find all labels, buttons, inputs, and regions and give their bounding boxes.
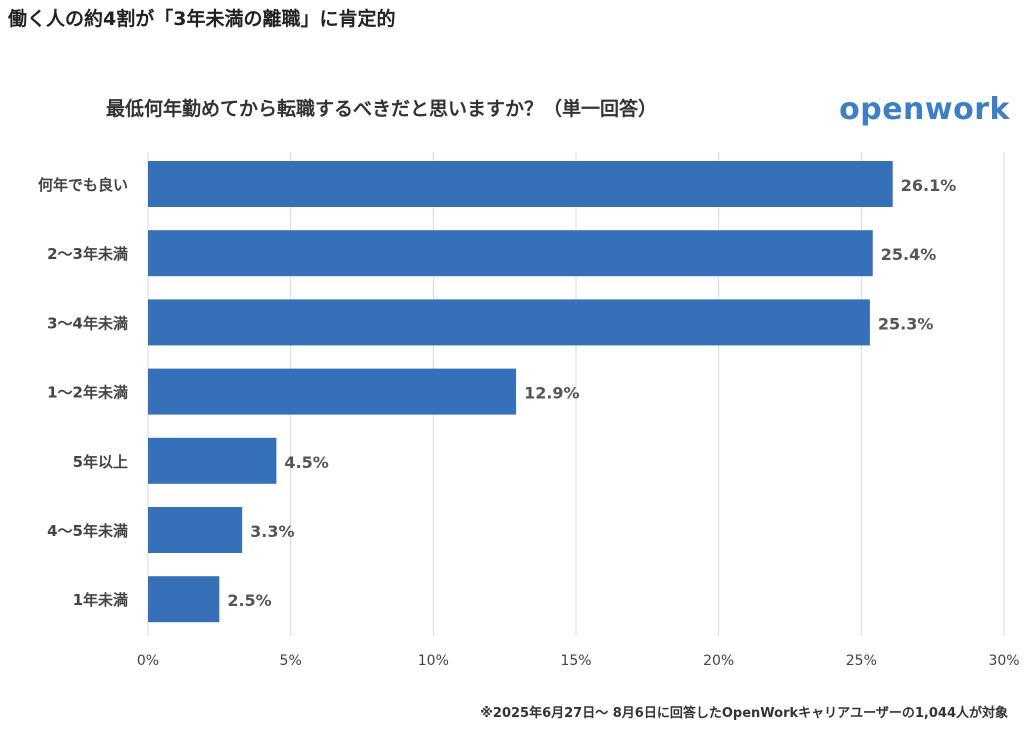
x-tick-label: 15% [560,653,591,669]
value-label: 4.5% [284,453,328,472]
bar [148,507,243,553]
category-label: 5年以上 [73,453,128,471]
bar [148,299,870,346]
x-tick-label: 25% [846,653,877,669]
value-label: 25.3% [878,314,934,333]
category-label: 2〜3年未満 [47,245,128,263]
footnote: ※2025年6月27日〜 8月6日に回答したOpenWorkキャリアユーザーの1… [480,706,1008,721]
category-label: 1年未満 [73,591,128,609]
x-tick-label: 0% [137,653,159,669]
category-label: 何年でも良い [38,176,128,194]
bar [148,230,873,277]
openwork-logo: openwork [839,92,1010,127]
chart-title: 最低何年勤めてから転職するべきだと思いますか？（単一回答） [106,98,658,120]
bars [148,161,893,623]
headline: 働く人の約4割が「3年未満の離職」に肯定的 [8,8,396,30]
value-label: 3.3% [250,522,294,541]
x-tick-label: 20% [703,653,734,669]
category-label: 3〜4年未満 [47,314,128,332]
value-label: 26.1% [901,176,957,195]
bar [148,368,517,415]
bar [148,161,893,207]
value-label: 25.4% [881,245,937,264]
x-tick-label: 30% [988,653,1019,669]
bar [148,437,277,484]
bar [148,576,220,623]
category-label: 1〜2年未満 [47,384,128,402]
labels: 0% 5% 10% 15% 20% 25% 30% 何年でも良い 26.1% 2〜3年未満 25.4… [38,176,1020,669]
x-tick-label: 10% [418,653,449,669]
value-label: 12.9% [524,384,580,403]
value-label: 2.5% [227,591,271,610]
category-label: 4〜5年未満 [47,522,128,540]
x-tick-label: 5% [280,653,302,669]
